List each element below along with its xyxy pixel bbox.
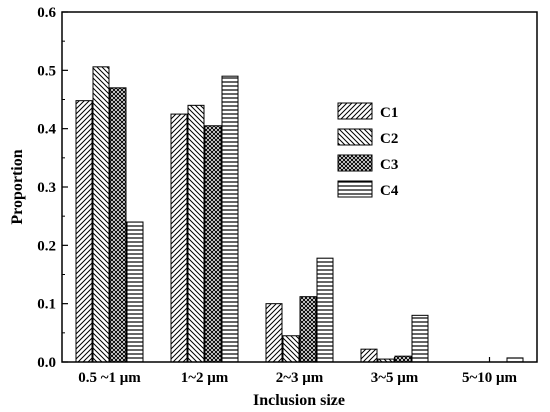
bar-c2-0	[92, 66, 110, 363]
y-tick-label: 0.4	[37, 122, 56, 138]
legend: C1 C2 C3 C4	[337, 102, 399, 199]
bar-c4-3	[411, 314, 429, 363]
bar-c3-1	[204, 125, 222, 363]
ticks-layer: 0.5 ~1 μm 1~2 μm 2~3 μm 3~5 μm 5~10 μm 0.0 0.1…	[37, 5, 517, 386]
legend-swatch-c4	[337, 180, 373, 198]
y-tick-label: 0.1	[37, 297, 56, 313]
y-axis-title: Proportion	[9, 149, 26, 224]
plot-frame	[61, 11, 538, 363]
bar-c3-3	[394, 355, 412, 363]
legend-label-c2: C2	[380, 131, 398, 147]
bar-c4-1	[221, 75, 239, 363]
bar-c3-0	[109, 87, 127, 363]
bar-c1-3	[360, 348, 378, 363]
bar-c4-0	[126, 221, 144, 363]
bar-c1-2	[265, 303, 283, 363]
legend-swatch-c3	[337, 154, 373, 172]
y-tick-label: 0.0	[37, 355, 56, 371]
x-tick-label: 0.5 ~1 μm	[78, 370, 141, 386]
y-tick-label: 0.2	[37, 238, 56, 254]
x-axis-title: Inclusion size	[253, 392, 345, 409]
legend-swatch-c1	[337, 102, 373, 120]
bar-c4-2	[316, 257, 334, 363]
y-tick-label: 0.5	[37, 63, 56, 79]
bar-c3-2	[299, 296, 317, 363]
bar-c2-2	[282, 335, 300, 363]
legend-label-c1: C1	[380, 105, 398, 121]
legend-swatch-c2	[337, 128, 373, 146]
legend-label-c3: C3	[380, 157, 398, 173]
x-tick-label: 1~2 μm	[181, 370, 229, 386]
bar-c1-0	[75, 100, 93, 363]
bar-c2-1	[187, 104, 205, 363]
x-tick-label: 2~3 μm	[276, 370, 324, 386]
y-tick-label: 0.6	[37, 5, 56, 21]
y-tick-label: 0.3	[37, 180, 56, 196]
x-tick-label: 5~10 μm	[462, 370, 518, 386]
legend-label-c4: C4	[380, 183, 399, 199]
bar-c1-1	[170, 113, 188, 363]
x-tick-label: 3~5 μm	[371, 370, 419, 386]
bars-layer	[75, 66, 524, 363]
